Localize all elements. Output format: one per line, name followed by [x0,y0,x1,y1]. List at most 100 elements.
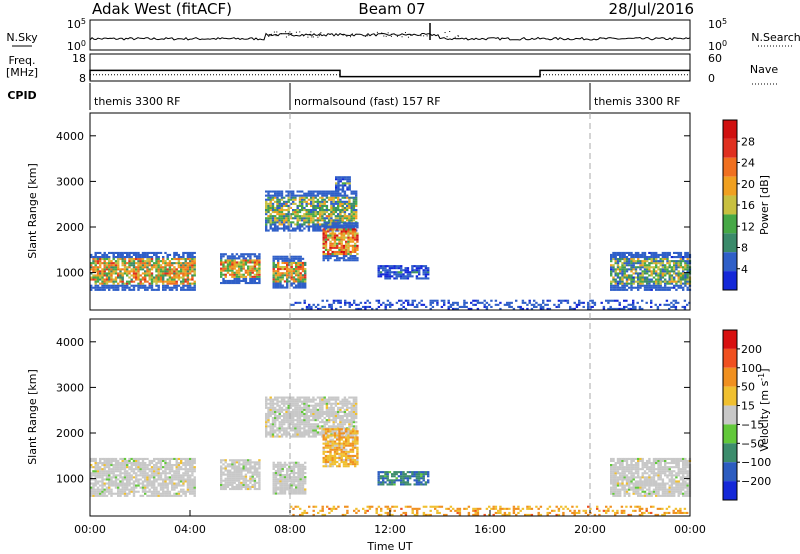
heatmap-cell [310,215,313,218]
heatmap-cell [324,236,328,239]
heatmap-cell [337,415,340,418]
heatmap-cell [175,472,178,475]
heatmap-cell [276,433,279,436]
heatmap-cell [310,305,313,308]
heatmap-cell [126,274,129,277]
heatmap-cell [297,257,300,260]
heatmap-cell [191,482,194,485]
heatmap-cell [164,260,167,263]
heatmap-cell [305,221,308,224]
heatmap-cell [285,200,288,203]
colorbar-tick-label: 20 [741,178,755,191]
heatmap-cell [220,259,223,262]
heatmap-cell [274,196,277,199]
heatmap-cell [354,234,357,237]
heatmap-cell [193,260,196,263]
heatmap-cell [253,277,257,280]
heatmap-cell [242,279,245,282]
heatmap-cell [661,258,665,261]
heatmap-cell [289,217,293,220]
heatmap-cell [323,402,326,405]
heatmap-cell [226,265,230,268]
heatmap-cell [634,272,638,275]
heatmap-cell [431,301,435,304]
heatmap-cell [247,273,250,276]
heatmap-cell [189,476,192,479]
heatmap-cell [105,284,109,287]
heatmap-cell [347,238,350,241]
heatmap-cell [388,271,392,274]
heatmap-cell [182,270,185,273]
heatmap-cell [235,469,239,472]
heatmap-cell [292,198,295,201]
heatmap-cell [328,417,331,420]
heatmap-cell [285,415,288,418]
heatmap-cell [220,483,223,486]
heatmap-cell [119,474,122,477]
heatmap-cell [303,400,306,403]
heatmap-cell [533,305,536,308]
heatmap-cell [285,213,288,216]
heatmap-cell [159,260,163,263]
heatmap-cell [656,305,660,308]
heatmap-cell [247,483,250,486]
heatmap-cell [162,480,165,483]
heatmap-cell [258,277,261,280]
heatmap-cell [126,272,129,275]
heatmap-cell [292,488,296,491]
heatmap-cell [648,278,651,281]
cpid-segment-label-0: themis 3300 RF [94,95,181,108]
heatmap-cell [189,266,192,269]
heatmap-cell [340,224,343,227]
heatmap-cell [589,299,592,302]
heatmap-cell [427,267,430,270]
heatmap-cell [278,423,281,426]
heatmap-cell [235,471,239,474]
heatmap-cell [661,268,665,271]
heatmap-cell [256,259,259,262]
heatmap-cell [679,274,683,277]
heatmap-cell [150,282,154,285]
heatmap-cell [267,417,270,420]
heatmap-cell [322,259,325,262]
heatmap-cell [153,486,156,489]
heatmap-cell [348,202,351,205]
heatmap-cell [342,226,346,229]
heatmap-cell [132,484,136,487]
heatmap-cell [276,209,279,212]
heatmap-cell [101,474,104,477]
heatmap-cell [325,209,329,212]
heatmap-cell [251,477,254,480]
heatmap-cell [582,301,585,304]
heatmap-cell [621,251,624,254]
heatmap-cell [150,474,154,477]
heatmap-cell [159,464,163,467]
heatmap-cell [229,465,232,468]
heatmap-cell [96,288,100,291]
heatmap-cell [332,423,335,426]
heatmap-cell [171,484,174,487]
heatmap-cell [121,480,124,483]
heatmap-cell [103,464,106,467]
heatmap-cell [279,467,282,470]
heatmap-cell [141,468,145,471]
heatmap-cell [290,282,293,285]
cpid-strip: CPID themis 3300 RF normalsound (fast) 15… [7,83,681,110]
heatmap-cell [150,264,154,267]
heatmap-cell [110,472,113,475]
heatmap-cell [276,396,279,399]
heatmap-cell [135,472,138,475]
heatmap-cell [280,423,284,426]
heatmap-cell [305,429,308,432]
heatmap-cell [295,476,298,479]
heatmap-cell [90,284,93,287]
heatmap-cell [637,274,640,277]
heatmap-cell [350,406,353,409]
heatmap-cell [274,206,277,209]
noise-search-dot [289,31,291,33]
heatmap-cell [338,257,341,260]
heatmap-cell [339,400,342,403]
heatmap-cell [173,253,176,256]
heatmap-cell [329,228,332,231]
heatmap-cell [157,492,160,495]
